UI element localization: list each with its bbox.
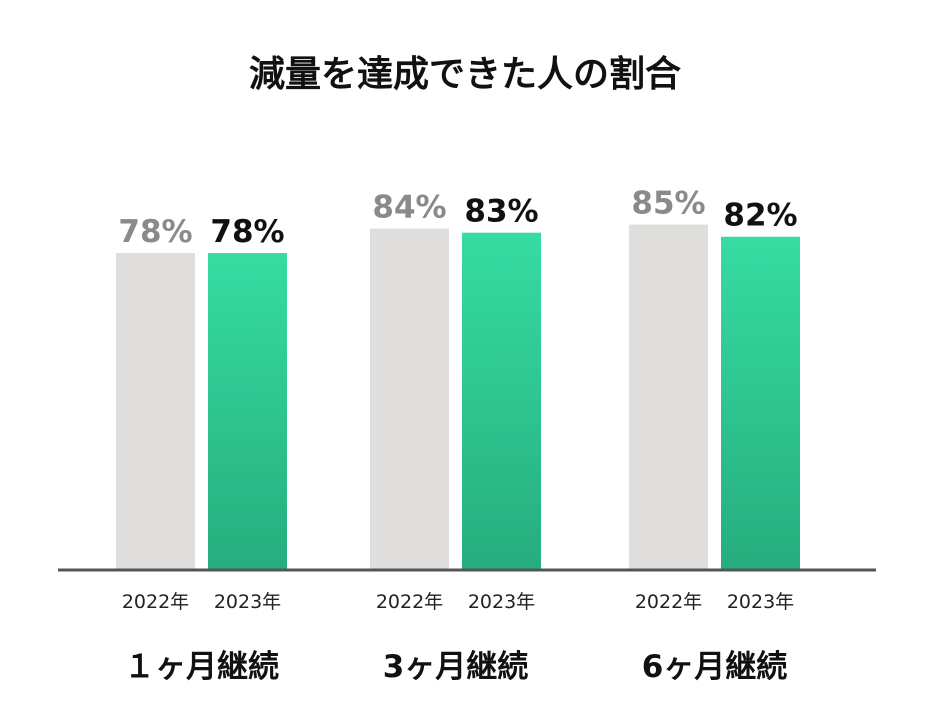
data-label-1-series-2: 78%	[210, 214, 284, 250]
category-label-2: 3ヶ月継続	[383, 649, 529, 685]
labels-layer: 78% 2022年 78% 2023年 １ヶ月継続 84% 2022年 83% 2023年 3ヶ月…	[118, 186, 797, 685]
bar-2-series-1	[370, 228, 449, 570]
series-label-2-series-2: 2023年	[468, 591, 535, 613]
chart-title: 減量を達成できた人の割合	[249, 54, 681, 95]
series-label-1-series-2: 2023年	[214, 591, 281, 613]
bars-layer	[116, 224, 800, 571]
bar-3-series-2	[721, 236, 800, 570]
bar-1-series-1	[116, 253, 195, 570]
data-label-3-series-2: 82%	[723, 198, 797, 234]
series-label-3-series-1: 2022年	[635, 591, 702, 613]
series-label-1-series-1: 2022年	[122, 591, 189, 613]
series-label-3-series-2: 2023年	[727, 591, 794, 613]
data-label-2-series-2: 83%	[464, 194, 538, 230]
data-label-3-series-1: 85%	[631, 186, 705, 222]
bar-2-series-2	[462, 232, 541, 570]
data-label-1-series-1: 78%	[118, 214, 192, 250]
bar-1-series-2	[208, 253, 287, 570]
data-label-2-series-1: 84%	[372, 190, 446, 226]
series-label-2-series-1: 2022年	[376, 591, 443, 613]
category-label-3: 6ヶ月継続	[642, 649, 788, 685]
bar-3-series-1	[629, 224, 708, 571]
category-label-1: １ヶ月継続	[124, 649, 279, 685]
